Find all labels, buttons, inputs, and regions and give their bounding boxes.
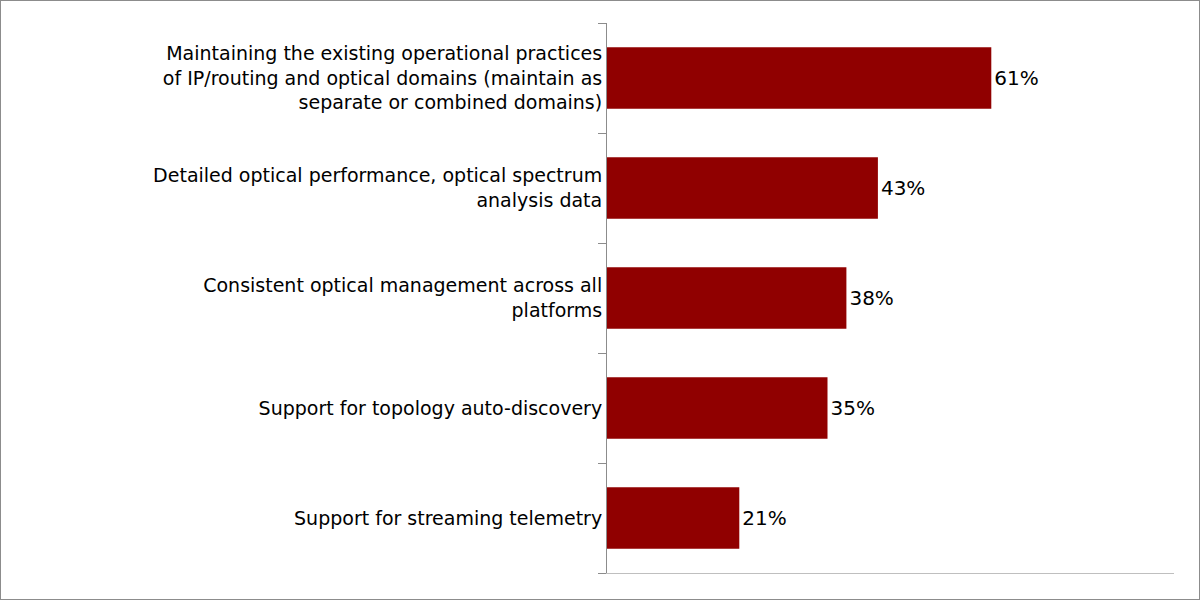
svg-text:Detailed optical performance,: Detailed optical performance, optical sp…: [153, 164, 602, 211]
svg-text:Support for streaming telemetr: Support for streaming telemetry: [294, 507, 602, 529]
svg-text:Consistent optical management: Consistent optical management across all…: [203, 274, 602, 321]
svg-text:Maintaining the existing opera: Maintaining the existing operational pra…: [163, 42, 602, 113]
svg-text:61%: 61%: [994, 66, 1038, 90]
svg-text:21%: 21%: [742, 506, 786, 530]
svg-text:38%: 38%: [849, 286, 893, 310]
svg-text:Support for topology auto-disc: Support for topology auto-discovery: [259, 397, 603, 419]
svg-text:43%: 43%: [881, 176, 925, 200]
svg-text:35%: 35%: [831, 396, 875, 420]
